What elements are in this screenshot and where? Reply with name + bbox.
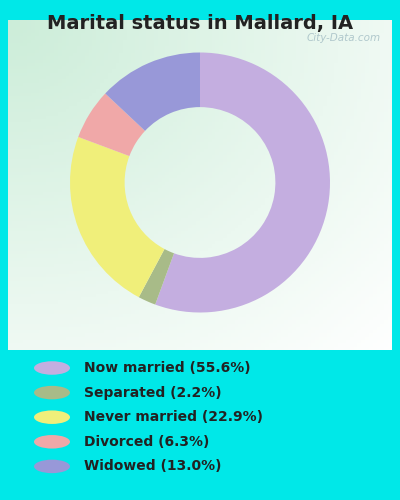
- Circle shape: [34, 460, 70, 473]
- Wedge shape: [139, 249, 174, 304]
- Text: Marital status in Mallard, IA: Marital status in Mallard, IA: [47, 14, 353, 32]
- Wedge shape: [155, 52, 330, 312]
- Circle shape: [34, 386, 70, 400]
- Wedge shape: [70, 137, 164, 297]
- Text: Widowed (13.0%): Widowed (13.0%): [84, 460, 222, 473]
- Text: Never married (22.9%): Never married (22.9%): [84, 410, 263, 424]
- Text: Separated (2.2%): Separated (2.2%): [84, 386, 222, 400]
- Text: Divorced (6.3%): Divorced (6.3%): [84, 435, 209, 449]
- Wedge shape: [78, 94, 145, 156]
- Wedge shape: [105, 52, 200, 131]
- Text: City-Data.com: City-Data.com: [306, 33, 380, 43]
- Circle shape: [34, 361, 70, 375]
- Circle shape: [34, 435, 70, 448]
- Text: Now married (55.6%): Now married (55.6%): [84, 361, 251, 375]
- Circle shape: [34, 410, 70, 424]
